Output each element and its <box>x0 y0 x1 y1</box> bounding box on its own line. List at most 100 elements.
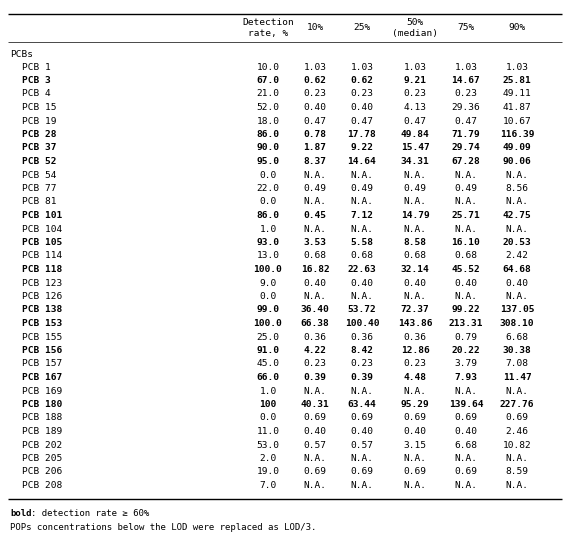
Text: 0.23: 0.23 <box>404 89 427 99</box>
Text: PCB 54: PCB 54 <box>22 171 57 180</box>
Text: N.A.: N.A. <box>505 481 529 490</box>
Text: 8.42: 8.42 <box>350 346 374 355</box>
Text: 90.0: 90.0 <box>256 143 280 152</box>
Text: N.A.: N.A. <box>350 198 374 206</box>
Text: PCB 105: PCB 105 <box>22 238 62 247</box>
Text: PCB 206: PCB 206 <box>22 468 62 477</box>
Text: 0.0: 0.0 <box>259 292 277 301</box>
Text: 0.69: 0.69 <box>404 413 427 422</box>
Text: 11.47: 11.47 <box>503 373 531 382</box>
Text: 3.79: 3.79 <box>454 359 478 368</box>
Text: 10.0: 10.0 <box>256 62 280 71</box>
Text: 4.13: 4.13 <box>404 103 427 112</box>
Text: PCB 19: PCB 19 <box>22 117 57 126</box>
Text: 22.0: 22.0 <box>256 184 280 193</box>
Text: 1.03: 1.03 <box>350 62 374 71</box>
Text: 100.0: 100.0 <box>254 265 282 274</box>
Text: 34.31: 34.31 <box>401 157 430 166</box>
Text: 4.22: 4.22 <box>303 346 327 355</box>
Text: 0.47: 0.47 <box>303 117 327 126</box>
Text: PCB 157: PCB 157 <box>22 359 62 368</box>
Text: PCB 1: PCB 1 <box>22 62 51 71</box>
Text: 49.11: 49.11 <box>503 89 531 99</box>
Text: 0.57: 0.57 <box>303 440 327 450</box>
Text: 0.57: 0.57 <box>350 440 374 450</box>
Text: 53.0: 53.0 <box>256 440 280 450</box>
Text: 16.82: 16.82 <box>301 265 329 274</box>
Text: N.A.: N.A. <box>303 387 327 396</box>
Text: 4.48: 4.48 <box>404 373 427 382</box>
Text: 8.37: 8.37 <box>303 157 327 166</box>
Text: 67.28: 67.28 <box>452 157 481 166</box>
Text: N.A.: N.A. <box>350 454 374 463</box>
Text: 0.68: 0.68 <box>350 252 374 261</box>
Text: 0.40: 0.40 <box>350 103 374 112</box>
Text: 9.22: 9.22 <box>350 143 374 152</box>
Text: 50%
(median): 50% (median) <box>392 18 438 38</box>
Text: N.A.: N.A. <box>303 481 327 490</box>
Text: 0.36: 0.36 <box>303 333 327 341</box>
Text: N.A.: N.A. <box>350 481 374 490</box>
Text: N.A.: N.A. <box>404 387 427 396</box>
Text: 100.40: 100.40 <box>345 319 379 328</box>
Text: : detection rate ≥ 60%: : detection rate ≥ 60% <box>31 509 149 518</box>
Text: 11.0: 11.0 <box>256 427 280 436</box>
Text: 8.59: 8.59 <box>505 468 529 477</box>
Text: 49.09: 49.09 <box>503 143 531 152</box>
Text: N.A.: N.A. <box>350 387 374 396</box>
Text: PCB 104: PCB 104 <box>22 224 62 233</box>
Text: N.A.: N.A. <box>505 387 529 396</box>
Text: PCB 52: PCB 52 <box>22 157 57 166</box>
Text: PCB 101: PCB 101 <box>22 211 62 220</box>
Text: 139.64: 139.64 <box>449 400 483 409</box>
Text: 7.08: 7.08 <box>505 359 529 368</box>
Text: 0.40: 0.40 <box>505 278 529 287</box>
Text: 45.52: 45.52 <box>452 265 481 274</box>
Text: 25.0: 25.0 <box>256 333 280 341</box>
Text: 0.23: 0.23 <box>303 359 327 368</box>
Text: 1.03: 1.03 <box>505 62 529 71</box>
Text: 0.68: 0.68 <box>404 252 427 261</box>
Text: PCBs: PCBs <box>10 50 33 59</box>
Text: N.A.: N.A. <box>303 224 327 233</box>
Text: PCB 81: PCB 81 <box>22 198 57 206</box>
Text: 0.45: 0.45 <box>303 211 327 220</box>
Text: 66.0: 66.0 <box>256 373 280 382</box>
Text: 1.0: 1.0 <box>259 224 277 233</box>
Text: 95.29: 95.29 <box>401 400 430 409</box>
Text: PCB 138: PCB 138 <box>22 305 62 315</box>
Text: 90.06: 90.06 <box>503 157 531 166</box>
Text: 8.56: 8.56 <box>505 184 529 193</box>
Text: N.A.: N.A. <box>303 292 327 301</box>
Text: PCB 167: PCB 167 <box>22 373 62 382</box>
Text: 2.0: 2.0 <box>259 454 277 463</box>
Text: 0.40: 0.40 <box>350 427 374 436</box>
Text: 20.22: 20.22 <box>452 346 481 355</box>
Text: PCB 155: PCB 155 <box>22 333 62 341</box>
Text: PCB 37: PCB 37 <box>22 143 57 152</box>
Text: PCB 4: PCB 4 <box>22 89 51 99</box>
Text: N.A.: N.A. <box>454 198 478 206</box>
Text: 99.22: 99.22 <box>452 305 481 315</box>
Text: 0.39: 0.39 <box>350 373 374 382</box>
Text: 0.68: 0.68 <box>303 252 327 261</box>
Text: PCB 77: PCB 77 <box>22 184 57 193</box>
Text: N.A.: N.A. <box>350 224 374 233</box>
Text: 21.0: 21.0 <box>256 89 280 99</box>
Text: N.A.: N.A. <box>350 171 374 180</box>
Text: PCB 156: PCB 156 <box>22 346 62 355</box>
Text: PCB 205: PCB 205 <box>22 454 62 463</box>
Text: 0.23: 0.23 <box>404 359 427 368</box>
Text: 1.87: 1.87 <box>303 143 327 152</box>
Text: 6.68: 6.68 <box>505 333 529 341</box>
Text: 308.10: 308.10 <box>500 319 534 328</box>
Text: 0.47: 0.47 <box>404 117 427 126</box>
Text: N.A.: N.A. <box>350 292 374 301</box>
Text: 0.40: 0.40 <box>454 278 478 287</box>
Text: 14.79: 14.79 <box>401 211 430 220</box>
Text: N.A.: N.A. <box>505 198 529 206</box>
Text: 1.0: 1.0 <box>259 387 277 396</box>
Text: 41.87: 41.87 <box>503 103 531 112</box>
Text: 25%: 25% <box>353 23 371 32</box>
Text: PCB 188: PCB 188 <box>22 413 62 422</box>
